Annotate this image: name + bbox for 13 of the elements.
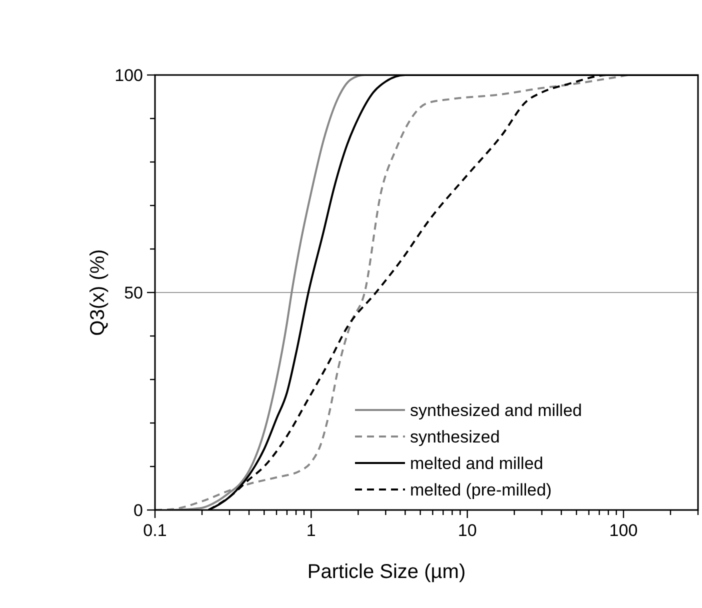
y-tick-label: 100 <box>114 66 143 85</box>
y-tick-label: 0 <box>134 501 143 520</box>
legend-label: synthesized <box>410 428 500 446</box>
legend-label: melted (pre-milled) <box>410 480 552 500</box>
x-tick-label: 0.1 <box>143 521 167 540</box>
x-tick-label: 1 <box>306 521 316 540</box>
x-tick-label: 10 <box>458 521 477 540</box>
x-axis-title: Particle Size (µm) <box>307 561 466 583</box>
legend-label: melted and milled <box>410 454 544 473</box>
legend-label: synthesized and milled <box>410 401 582 420</box>
y-axis-title: Q3(x) (%) <box>87 249 109 336</box>
y-tick-label: 50 <box>124 284 143 302</box>
x-tick-label: 100 <box>609 521 638 540</box>
